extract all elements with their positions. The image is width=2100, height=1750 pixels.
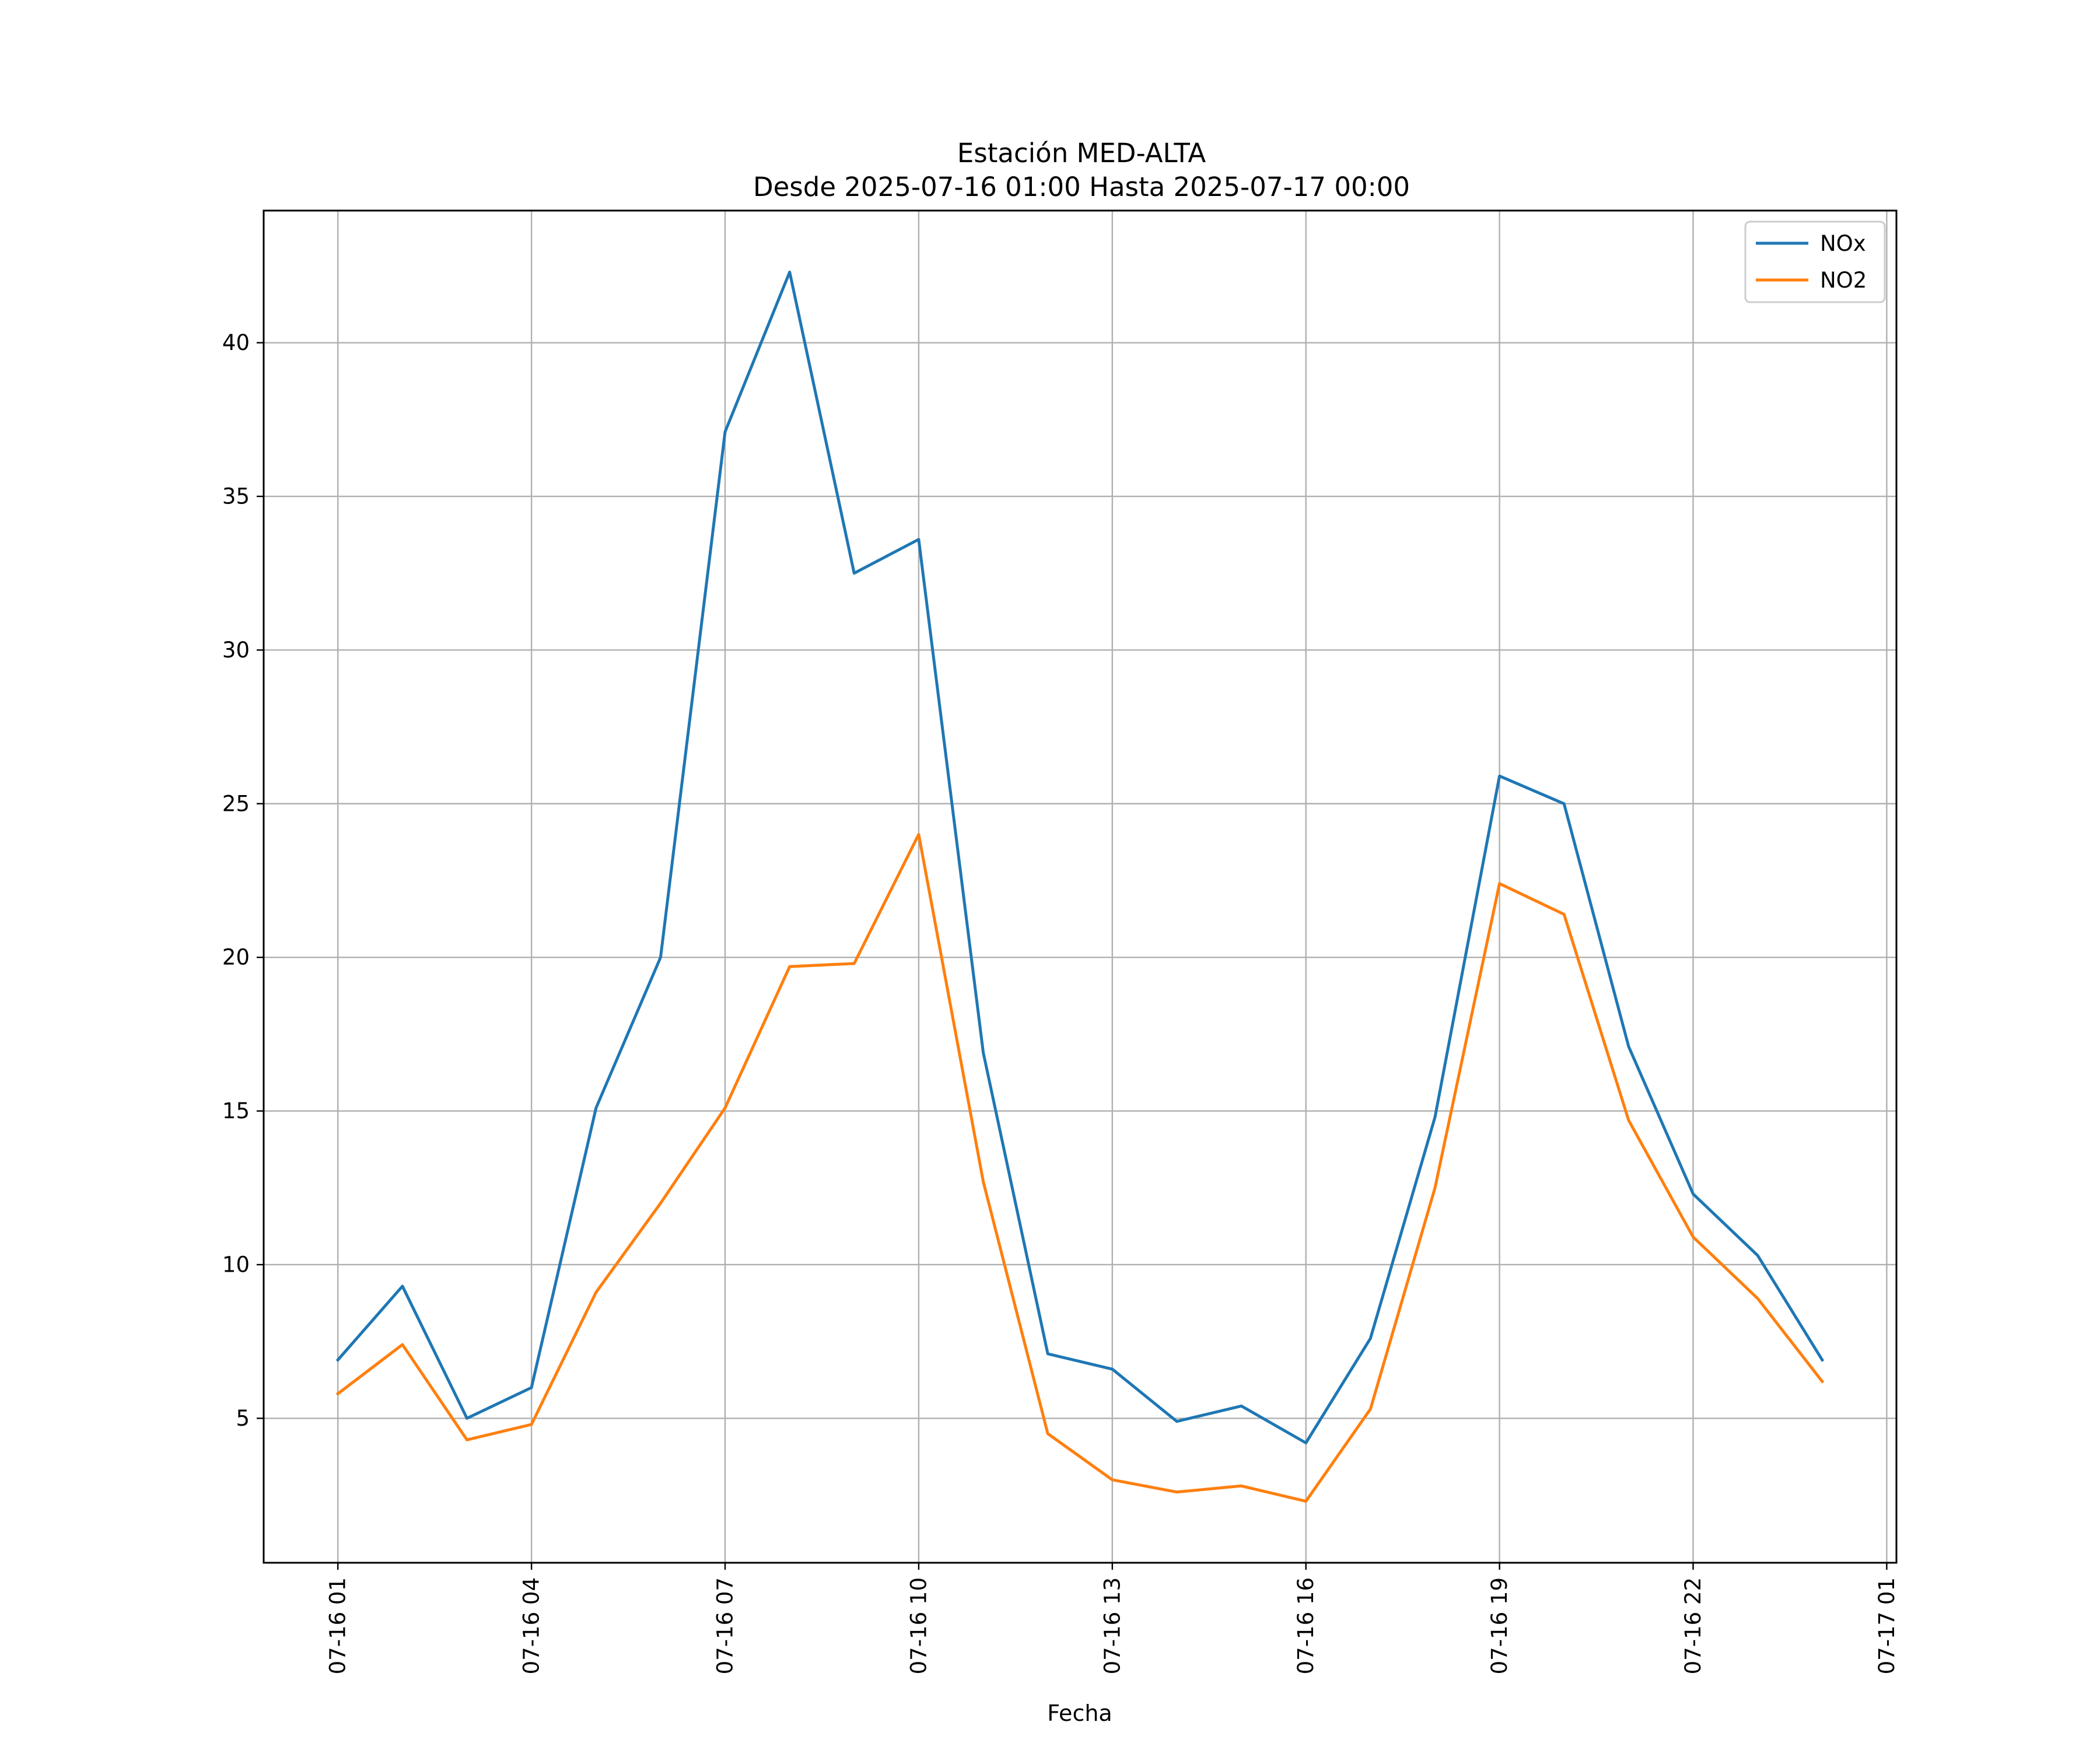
y-tick-label: 10 (222, 1252, 250, 1277)
x-axis-label: Fecha (1047, 1700, 1112, 1726)
legend: NOx NO2 (1744, 220, 1886, 303)
y-tick-label: 25 (222, 791, 250, 816)
plot-frame (262, 209, 1898, 1564)
y-tick-label: 40 (222, 330, 250, 355)
y-tick-label: 30 (222, 638, 250, 663)
series-line-nox (335, 270, 1825, 1444)
x-tick-label: 07-16 10 (906, 1577, 931, 1674)
x-tick-label: 07-16 22 (1681, 1577, 1706, 1674)
chart-title-line2: Desde 2025-07-16 01:00 Hasta 2025-07-17 … (753, 172, 1410, 202)
y-tick-label: 5 (236, 1406, 250, 1431)
x-tick-label: 07-16 13 (1100, 1577, 1125, 1674)
y-tick-label: 15 (222, 1098, 250, 1124)
x-tick-label: 07-16 16 (1293, 1577, 1318, 1674)
x-tick-label: 07-16 01 (326, 1577, 351, 1674)
x-tick-label: 07-16 19 (1487, 1577, 1512, 1674)
axis-ticks: 07-16 01 07-16 04 07-16 07 07-16 10 07-16 13… (222, 330, 1899, 1674)
y-tick-label: 20 (222, 945, 250, 970)
x-tick-label: 07-16 04 (519, 1577, 544, 1674)
series-line-no2 (335, 832, 1825, 1503)
x-tick-label: 07-16 07 (713, 1577, 738, 1674)
legend-label-no2: NO2 (1820, 268, 1867, 293)
chart-title-line1: Estación MED-ALTA (957, 138, 1206, 169)
x-tick-label: 07-17 01 (1874, 1577, 1899, 1674)
series-lines (335, 270, 1825, 1503)
legend-label-nox: NOx (1820, 231, 1866, 256)
y-tick-label: 35 (222, 484, 250, 509)
